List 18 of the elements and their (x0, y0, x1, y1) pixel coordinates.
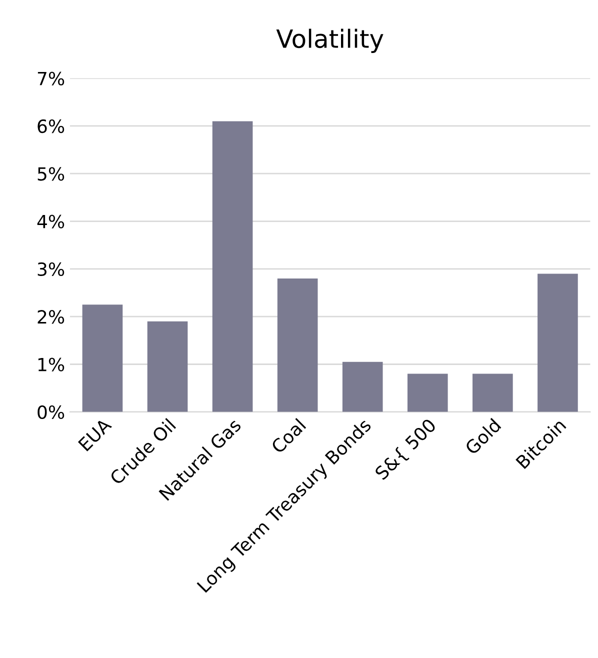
y-tick-label: 3% (38, 262, 64, 276)
bar (538, 274, 578, 412)
bar (147, 321, 188, 412)
chart-title: Volatility (276, 28, 384, 53)
y-tick-label: 5% (38, 167, 64, 181)
bar (407, 374, 448, 412)
bar (472, 374, 513, 412)
y-tick-label: 4% (37, 214, 64, 228)
y-tick-label: 2% (38, 310, 64, 324)
bar (342, 362, 383, 412)
y-tick-label: 7% (38, 72, 64, 86)
bar (82, 304, 123, 412)
bar (212, 121, 253, 412)
y-tick-label: 6% (38, 119, 64, 134)
x-tick-label: EUA (78, 417, 112, 452)
y-tick-label: 0% (38, 405, 64, 420)
y-tick-label: 1% (38, 358, 64, 372)
bar (277, 278, 318, 412)
